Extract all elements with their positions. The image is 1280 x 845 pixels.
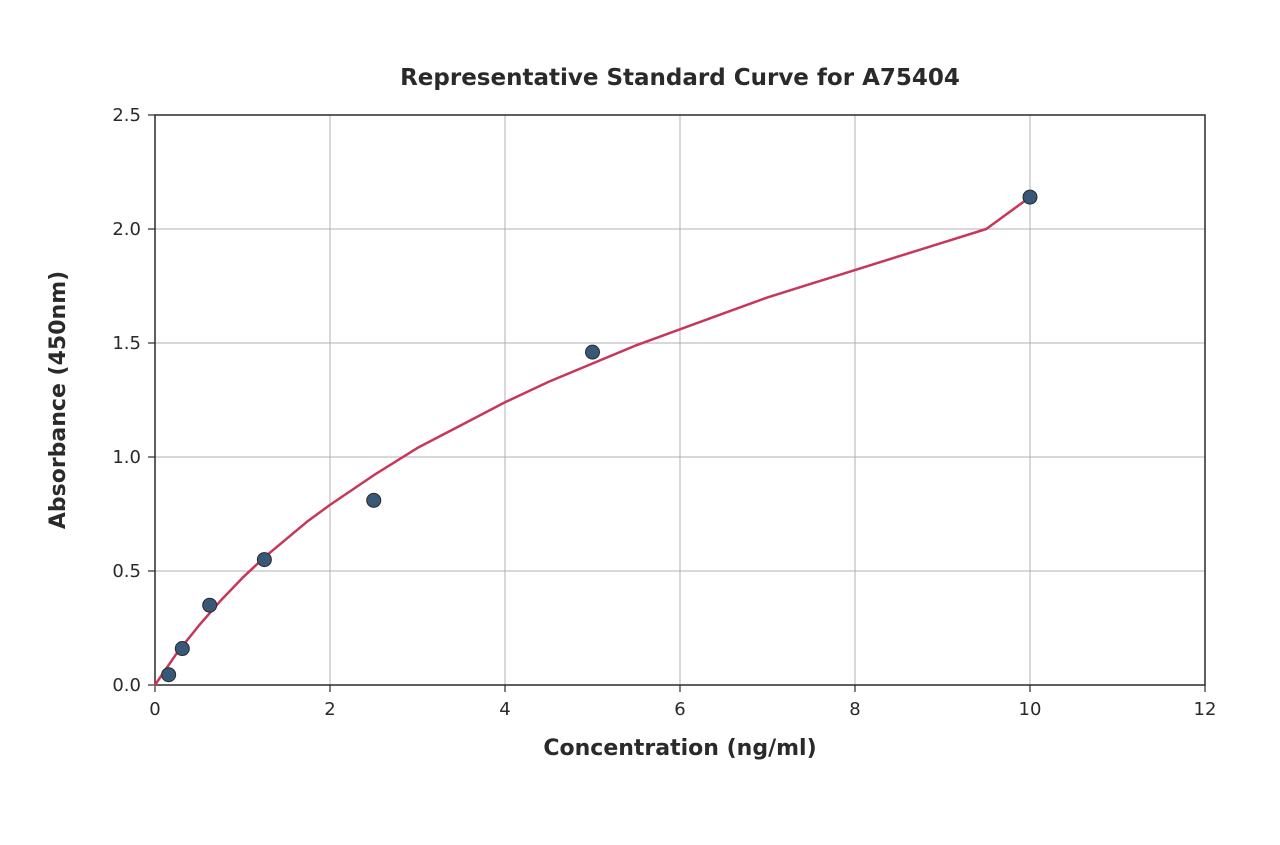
x-tick-label: 2 [324, 699, 335, 720]
data-point [586, 345, 600, 359]
data-point [257, 553, 271, 567]
x-tick-label: 6 [674, 699, 685, 720]
x-tick-label: 10 [1019, 699, 1042, 720]
x-axis-label: Concentration (ng/ml) [543, 736, 816, 761]
y-tick-label: 2.0 [112, 219, 141, 240]
data-point [162, 668, 176, 682]
x-tick-label: 0 [149, 699, 160, 720]
x-tick-label: 4 [499, 699, 510, 720]
x-tick-label: 8 [849, 699, 860, 720]
x-tick-label: 12 [1194, 699, 1217, 720]
y-tick-label: 0.0 [112, 675, 141, 696]
y-tick-label: 2.5 [112, 105, 141, 126]
data-point [203, 598, 217, 612]
y-tick-label: 0.5 [112, 561, 141, 582]
data-point [1023, 190, 1037, 204]
y-tick-label: 1.5 [112, 333, 141, 354]
chart-title: Representative Standard Curve for A75404 [400, 65, 960, 91]
y-tick-label: 1.0 [112, 447, 141, 468]
standard-curve-chart: 0 2 4 6 8 10 12 0.0 0.5 1.0 1.5 2.0 2.5 Concentration… [0, 0, 1280, 845]
data-point [175, 642, 189, 656]
chart-container: 0 2 4 6 8 10 12 0.0 0.5 1.0 1.5 2.0 2.5 Concentration… [0, 0, 1280, 845]
y-axis-label: Absorbance (450nm) [46, 271, 71, 529]
chart-background [0, 0, 1280, 845]
data-point [367, 493, 381, 507]
